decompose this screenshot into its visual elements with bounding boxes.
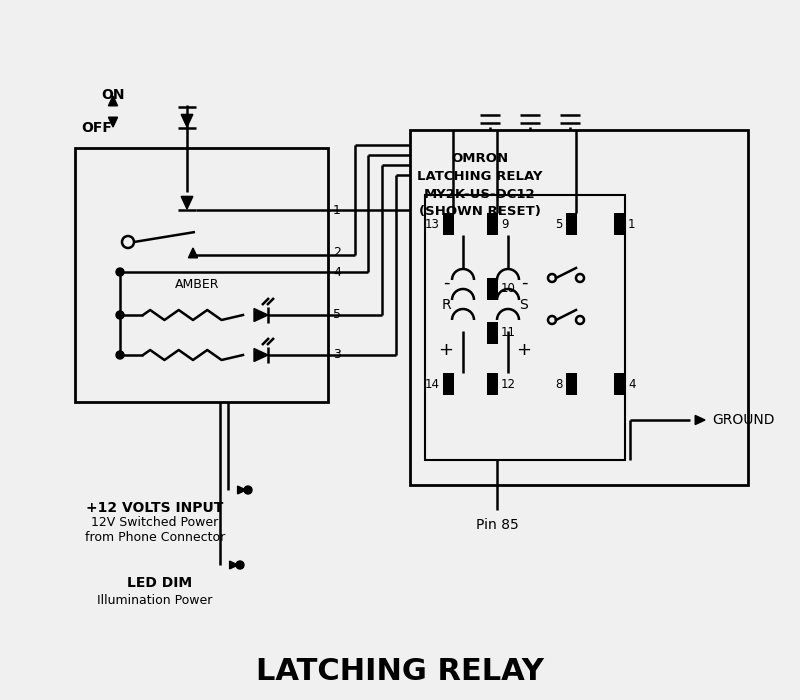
Polygon shape [189,248,198,258]
Polygon shape [254,309,268,321]
Text: ON: ON [102,88,125,102]
Text: 3: 3 [333,349,341,361]
Bar [410,130,748,485]
Text: -: - [521,274,527,292]
Text: 11: 11 [501,326,516,340]
Polygon shape [181,197,193,209]
Text: LATCHING RELAY: LATCHING RELAY [256,657,544,687]
Circle shape [244,486,252,494]
Bar [614,373,625,395]
Bar [443,373,454,395]
Text: Pin 85: Pin 85 [476,518,518,532]
Text: S: S [520,298,528,312]
Bar [487,322,498,344]
Text: 2: 2 [333,246,341,258]
Bar [614,213,625,235]
Polygon shape [238,486,246,494]
Text: 4: 4 [628,377,635,391]
Text: 1: 1 [628,218,635,230]
Bar [566,213,577,235]
Text: 9: 9 [501,218,509,230]
Polygon shape [181,114,193,127]
Bar [443,213,454,235]
Bar [75,148,328,402]
Text: AMBER: AMBER [174,279,219,291]
Polygon shape [254,349,268,361]
Text: 1: 1 [333,204,341,216]
Circle shape [116,311,124,319]
Polygon shape [109,96,118,106]
Text: GROUND: GROUND [712,413,774,427]
Text: +: + [438,341,454,359]
Text: 8: 8 [556,377,563,391]
Bar [566,373,577,395]
Circle shape [116,351,124,359]
Text: +12 VOLTS INPUT: +12 VOLTS INPUT [86,501,224,515]
Text: 12V Switched Power
from Phone Connector: 12V Switched Power from Phone Connector [85,516,225,544]
Text: +: + [517,341,531,359]
Text: 10: 10 [501,283,516,295]
Text: LED DIM: LED DIM [127,576,193,590]
Polygon shape [230,561,238,569]
Bar [487,213,498,235]
Text: R: R [441,298,451,312]
Text: Illumination Power: Illumination Power [98,594,213,606]
Circle shape [116,268,124,276]
Text: OMRON
LATCHING RELAY
MY2K-US-DC12
(SHOWN RESET): OMRON LATCHING RELAY MY2K-US-DC12 (SHOWN… [418,151,542,218]
Text: 14: 14 [425,377,440,391]
Polygon shape [109,117,118,127]
Polygon shape [695,415,705,424]
Text: 13: 13 [425,218,440,230]
Bar [487,278,498,300]
Bar [487,373,498,395]
Text: 5: 5 [556,218,563,230]
Text: 5: 5 [333,309,341,321]
Bar [425,195,625,460]
Text: 12: 12 [501,377,516,391]
Text: 4: 4 [333,265,341,279]
Circle shape [236,561,244,569]
Text: -: - [442,274,450,292]
Text: OFF: OFF [82,121,113,135]
